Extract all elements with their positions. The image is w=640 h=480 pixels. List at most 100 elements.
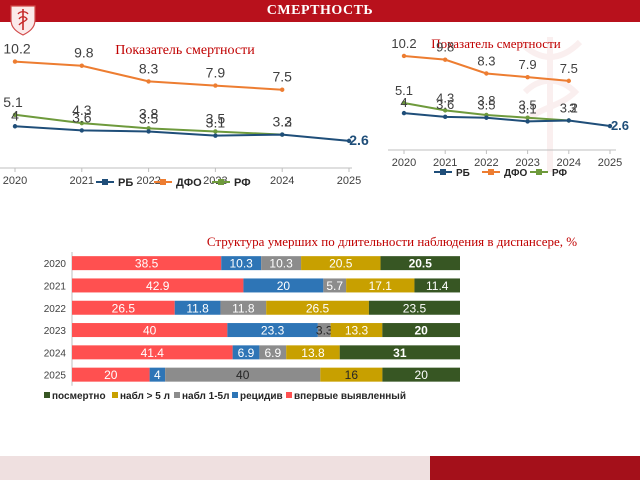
bar-segment-набл > 5 л	[346, 278, 415, 293]
bar-label-рецидив: 11.8	[186, 301, 209, 315]
data-label-РБ: 2.6	[349, 132, 369, 148]
bar-label-впервые выявленный: 41.4	[141, 346, 165, 360]
bar-label-набл > 5 л: 20.5	[329, 257, 353, 271]
series-point-РБ	[525, 119, 530, 124]
bar-segment-набл 1-5л	[220, 300, 267, 315]
legend-label: посмертно	[52, 391, 106, 402]
bar-segment-впервые выявленный	[72, 367, 150, 382]
series-point-РБ	[12, 124, 18, 129]
data-label-РБ: 3.5	[139, 110, 159, 126]
series-point-РБ	[280, 132, 285, 137]
x-tick-label: 2021	[70, 175, 94, 187]
data-label-РФ: 5.1	[3, 94, 23, 110]
x-tick-label: 2023	[515, 157, 539, 169]
bar-label-рецидив: 6.9	[238, 346, 255, 360]
data-label-РБ: 3.1	[519, 101, 537, 116]
data-label-РБ: 3.6	[72, 109, 92, 125]
data-label-РФ: 4.3	[72, 102, 92, 118]
bar-label-набл 1-5л: 5.7	[326, 279, 343, 293]
series-point-РБ	[607, 123, 613, 129]
x-tick-label: 2022	[136, 175, 160, 187]
footer-strip-light	[0, 456, 430, 480]
emblem-icon	[10, 5, 36, 36]
data-label-РБ: 2.6	[611, 118, 629, 133]
bar-segment-рецидив	[149, 367, 166, 382]
legend-swatch	[174, 392, 180, 398]
bar-label-набл 1-5л: 6.9	[264, 346, 281, 360]
bar-segment-посмертно	[380, 256, 460, 271]
data-label-РБ: 3.5	[477, 98, 495, 113]
legend-label: РБ	[456, 168, 470, 179]
chart-title: Структура умерших по длительности наблюд…	[207, 234, 577, 249]
bar-label-посмертно: 23.5	[403, 301, 427, 315]
data-label-РБ: 4	[400, 95, 407, 110]
series-line-РБ	[14, 125, 350, 142]
bar-label-рецидив: 4	[154, 368, 161, 382]
legend-swatch	[112, 392, 118, 398]
bar-segment-рецидив	[174, 300, 221, 315]
legend-label: РФ	[552, 168, 568, 179]
series-point-ДФО	[280, 87, 285, 92]
series-point-РБ	[146, 129, 151, 134]
legend-swatch	[232, 392, 238, 398]
bar-label-набл 1-5л: 11.8	[232, 301, 255, 315]
bar-segment-набл 1-5л	[261, 256, 302, 271]
bar-segment-посмертно	[382, 367, 460, 382]
data-label-РФ: 5.1	[395, 83, 413, 98]
bar-label-впервые выявленный: 26.5	[112, 301, 136, 315]
data-label-ДФО: 9.8	[74, 45, 94, 61]
series-point-РБ	[484, 115, 489, 120]
bar-label-впервые выявленный: 42.9	[146, 279, 170, 293]
series-point-ДФО	[401, 53, 407, 59]
page-title: СМЕРТНОСТЬ	[266, 3, 374, 18]
data-label-РФ: 3.8	[477, 93, 495, 108]
bar-label-посмертно: 11.4	[426, 279, 449, 293]
data-label-ДФО: 10.2	[3, 41, 30, 57]
legend-label: РБ	[118, 177, 133, 189]
series-point-РБ	[566, 118, 571, 123]
series-point-РБ	[213, 133, 218, 138]
legend-marker	[488, 169, 494, 175]
legend-swatch	[44, 392, 50, 398]
legend-marker	[440, 169, 446, 175]
series-point-РБ	[443, 114, 448, 120]
data-label-ДФО: 9.8	[436, 40, 454, 55]
bar-label-впервые выявленный: 20	[104, 368, 118, 382]
bar-segment-набл > 5 л	[286, 345, 340, 360]
bar-label-посмертно: 31	[393, 346, 407, 360]
data-label-ДФО: 8.3	[139, 60, 159, 76]
legend-marker	[160, 179, 166, 185]
data-label-РБ: 3.2	[560, 101, 578, 116]
bar-label-набл 1-5л: 3.3	[316, 324, 333, 338]
data-label-РБ: 3.1	[206, 115, 226, 131]
data-label-РБ: 3.6	[436, 97, 454, 112]
x-tick-label: 2020	[392, 157, 416, 169]
bar-segment-набл > 5 л	[301, 256, 381, 271]
bar-label-набл > 5 л: 26.5	[306, 301, 330, 315]
bar-segment-набл > 5 л	[330, 323, 383, 338]
bar-label-набл 1-5л: 10.3	[269, 257, 293, 271]
series-point-ДФО	[12, 59, 18, 64]
data-label-РФ: 3	[284, 114, 292, 130]
bar-label-набл > 5 л: 17.1	[369, 279, 393, 293]
bar-segment-посмертно	[382, 323, 460, 338]
bar-segment-посмертно	[368, 300, 460, 315]
bar-segment-посмертно	[339, 345, 460, 360]
y-tick-label: 2025	[44, 371, 67, 382]
data-label-РФ: 3.8	[139, 105, 159, 121]
bar-label-набл > 5 л: 13.8	[301, 346, 325, 360]
data-label-ДФО: 8.3	[477, 53, 495, 68]
legend-label: ДФО	[176, 177, 202, 189]
bar-segment-набл 1-5л	[317, 323, 331, 338]
x-tick-label: 2024	[557, 157, 581, 169]
series-point-ДФО	[213, 83, 218, 88]
legend-label: набл > 5 л	[120, 390, 170, 402]
legend-label: рецидив	[240, 391, 283, 402]
series-point-РБ	[79, 128, 85, 133]
series-point-ДФО	[146, 79, 151, 84]
data-label-ДФО: 7.9	[519, 57, 537, 72]
x-tick-label: 2025	[598, 157, 622, 169]
data-label-РФ: 3	[569, 101, 576, 116]
data-label-РФ: 3.5	[206, 110, 226, 126]
bar-label-посмертно: 20	[414, 324, 428, 338]
